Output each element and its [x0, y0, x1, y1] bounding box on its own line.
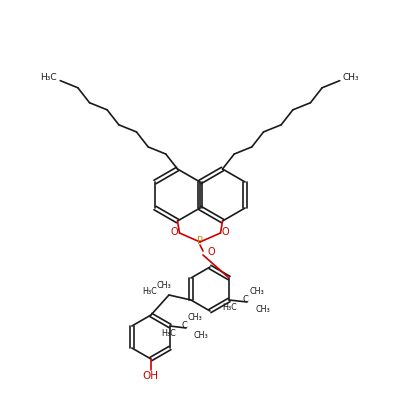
- Text: CH₃: CH₃: [156, 280, 171, 290]
- Text: OH: OH: [142, 371, 158, 381]
- Text: CH₃: CH₃: [194, 330, 209, 340]
- Text: C: C: [242, 296, 248, 304]
- Text: H₃C: H₃C: [161, 328, 176, 338]
- Text: H₃C: H₃C: [41, 73, 57, 82]
- Text: O: O: [208, 247, 216, 257]
- Text: CH₃: CH₃: [188, 314, 203, 322]
- Text: CH₃: CH₃: [255, 304, 270, 314]
- Text: CH₃: CH₃: [343, 73, 359, 82]
- Text: O: O: [222, 227, 229, 237]
- Text: O: O: [171, 227, 178, 237]
- Text: H₃C: H₃C: [142, 288, 157, 296]
- Text: C: C: [181, 322, 187, 330]
- Text: P: P: [197, 236, 203, 246]
- Text: CH₃: CH₃: [249, 288, 264, 296]
- Text: H₃C: H₃C: [222, 302, 237, 312]
